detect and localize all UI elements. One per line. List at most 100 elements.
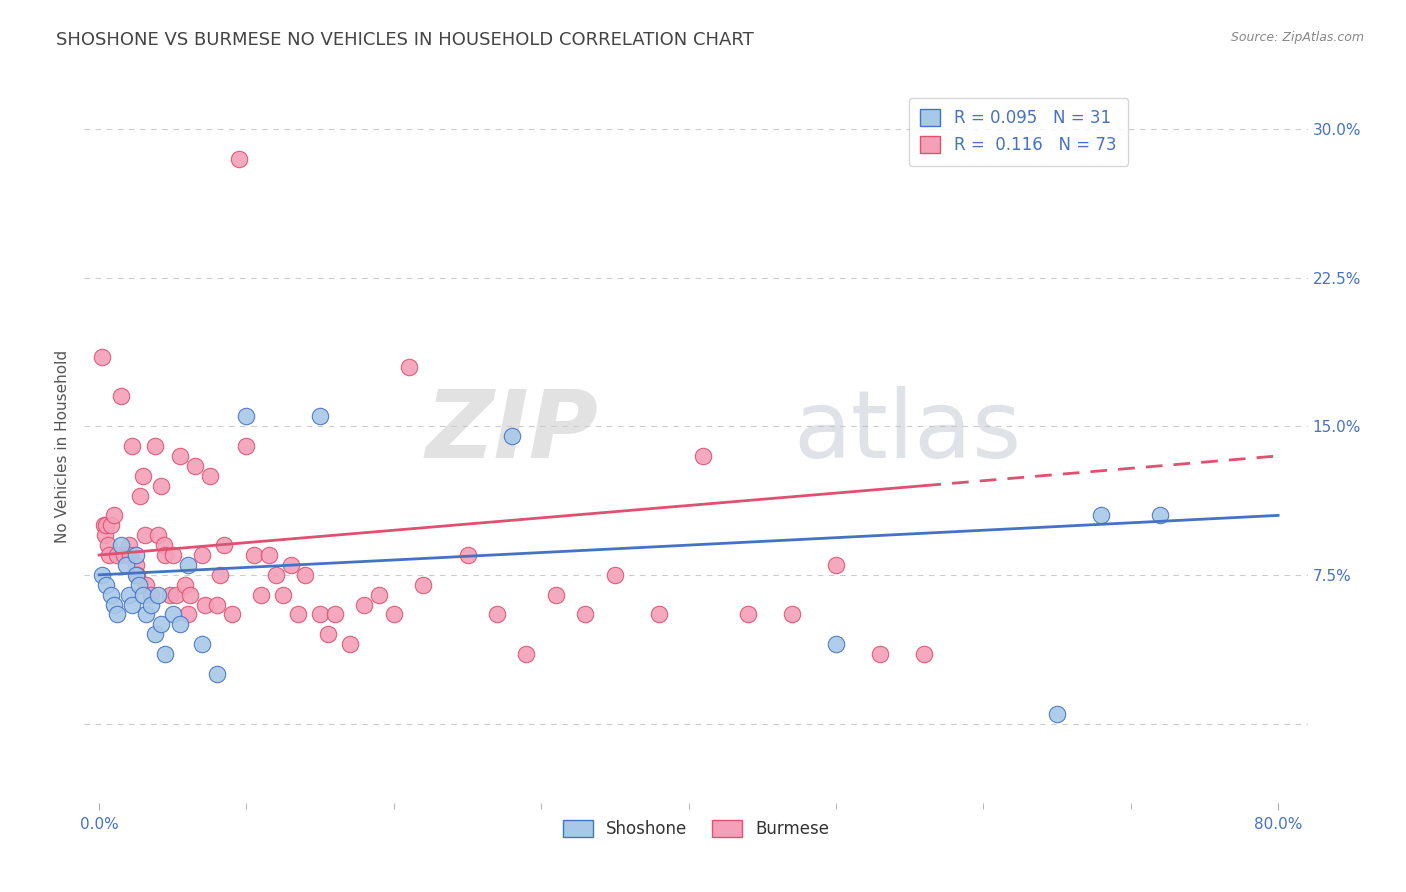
Point bbox=[280, 558, 302, 572]
Point bbox=[100, 588, 122, 602]
Point bbox=[165, 588, 187, 602]
Point bbox=[128, 578, 150, 592]
Point bbox=[169, 617, 191, 632]
Point bbox=[146, 528, 169, 542]
Point bbox=[692, 449, 714, 463]
Point bbox=[257, 548, 280, 562]
Point bbox=[221, 607, 243, 622]
Point bbox=[603, 567, 626, 582]
Point bbox=[205, 598, 228, 612]
Point bbox=[117, 588, 139, 602]
Text: ZIP: ZIP bbox=[425, 385, 598, 478]
Point bbox=[132, 468, 155, 483]
Point bbox=[91, 567, 114, 582]
Point bbox=[96, 578, 118, 592]
Point bbox=[544, 588, 567, 602]
Point bbox=[194, 598, 217, 612]
Point bbox=[412, 578, 434, 592]
Point bbox=[162, 548, 184, 562]
Point bbox=[368, 588, 391, 602]
Point bbox=[1046, 706, 1069, 721]
Point bbox=[191, 548, 214, 562]
Point bbox=[264, 567, 287, 582]
Point bbox=[94, 528, 117, 542]
Point bbox=[316, 627, 339, 641]
Point bbox=[825, 558, 848, 572]
Point bbox=[1090, 508, 1112, 523]
Point bbox=[243, 548, 266, 562]
Point bbox=[134, 528, 156, 542]
Point bbox=[648, 607, 671, 622]
Point bbox=[143, 627, 166, 641]
Point bbox=[184, 458, 207, 473]
Point bbox=[515, 647, 537, 661]
Point bbox=[93, 518, 115, 533]
Point bbox=[214, 538, 236, 552]
Point bbox=[208, 567, 231, 582]
Point bbox=[398, 359, 420, 374]
Point bbox=[150, 478, 173, 492]
Point bbox=[121, 439, 143, 453]
Point bbox=[912, 647, 935, 661]
Point bbox=[780, 607, 803, 622]
Point bbox=[485, 607, 508, 622]
Point bbox=[97, 538, 120, 552]
Point bbox=[103, 508, 125, 523]
Point bbox=[287, 607, 309, 622]
Point bbox=[125, 567, 148, 582]
Point bbox=[309, 607, 332, 622]
Text: atlas: atlas bbox=[794, 385, 1022, 478]
Text: SHOSHONE VS BURMESE NO VEHICLES IN HOUSEHOLD CORRELATION CHART: SHOSHONE VS BURMESE NO VEHICLES IN HOUSE… bbox=[56, 31, 754, 49]
Point bbox=[100, 518, 122, 533]
Point bbox=[309, 409, 332, 424]
Point bbox=[574, 607, 596, 622]
Point bbox=[176, 558, 198, 572]
Point bbox=[198, 468, 221, 483]
Point bbox=[250, 588, 273, 602]
Point bbox=[112, 548, 135, 562]
Point bbox=[228, 152, 250, 166]
Point bbox=[205, 667, 228, 681]
Legend: Shoshone, Burmese: Shoshone, Burmese bbox=[555, 813, 837, 845]
Point bbox=[155, 548, 177, 562]
Point bbox=[127, 567, 149, 582]
Point bbox=[105, 548, 128, 562]
Point bbox=[125, 558, 148, 572]
Point bbox=[110, 538, 132, 552]
Point bbox=[155, 647, 177, 661]
Point bbox=[1149, 508, 1171, 523]
Point bbox=[737, 607, 759, 622]
Point bbox=[159, 588, 181, 602]
Point bbox=[162, 607, 184, 622]
Point bbox=[96, 518, 118, 533]
Point bbox=[323, 607, 346, 622]
Point bbox=[179, 588, 201, 602]
Point bbox=[176, 607, 198, 622]
Point bbox=[110, 389, 132, 403]
Point bbox=[235, 409, 257, 424]
Point bbox=[382, 607, 405, 622]
Point bbox=[153, 538, 176, 552]
Point bbox=[117, 538, 139, 552]
Point bbox=[191, 637, 214, 651]
Point bbox=[339, 637, 361, 651]
Point bbox=[103, 598, 125, 612]
Point bbox=[98, 548, 121, 562]
Point bbox=[139, 598, 162, 612]
Point bbox=[353, 598, 375, 612]
Y-axis label: No Vehicles in Household: No Vehicles in Household bbox=[55, 350, 70, 542]
Point bbox=[105, 607, 128, 622]
Point bbox=[121, 598, 143, 612]
Point bbox=[132, 588, 155, 602]
Point bbox=[294, 567, 316, 582]
Point bbox=[869, 647, 891, 661]
Text: Source: ZipAtlas.com: Source: ZipAtlas.com bbox=[1230, 31, 1364, 45]
Point bbox=[150, 617, 173, 632]
Point bbox=[125, 548, 148, 562]
Point bbox=[143, 439, 166, 453]
Point bbox=[173, 578, 195, 592]
Point bbox=[114, 558, 136, 572]
Point bbox=[273, 588, 295, 602]
Point bbox=[118, 548, 141, 562]
Point bbox=[169, 449, 191, 463]
